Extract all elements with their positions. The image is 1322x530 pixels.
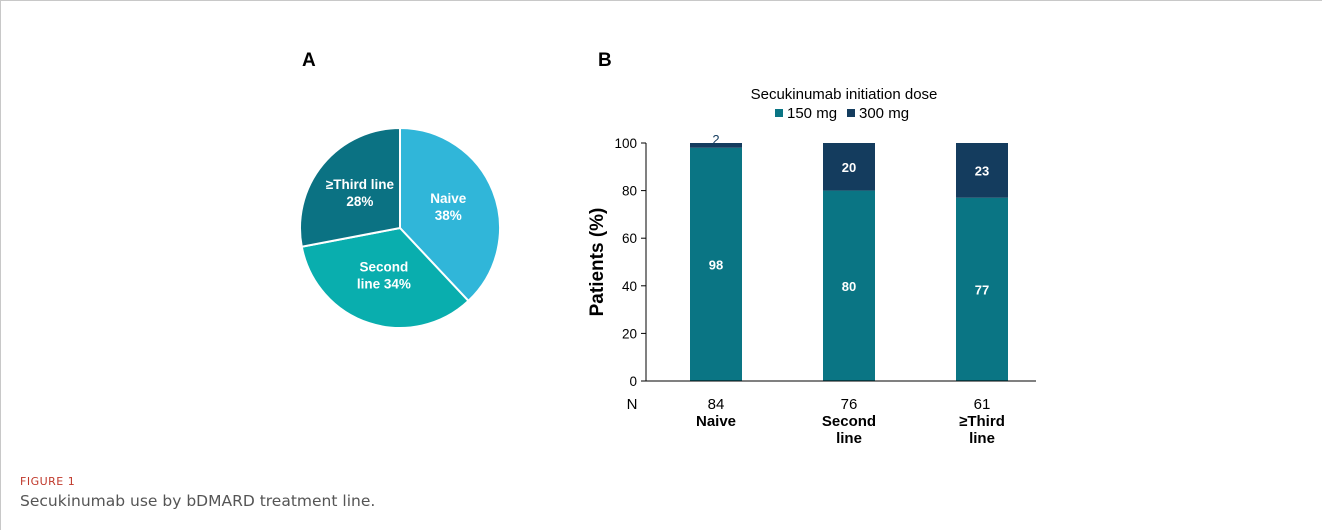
figure-canvas: A Naive 38% Second line 34% ≥Third line 28% B… (299, 50, 1036, 447)
pie-slice (399, 126, 501, 303)
chart-legend: 150 mg 300 mg (775, 105, 909, 122)
figure-frame-left (0, 0, 1, 530)
legend-swatch (775, 109, 783, 117)
bar-data-label: 80 (842, 279, 856, 294)
pie-chart: Naive 38% Second line 34% ≥Third line 28% (299, 126, 501, 329)
bar-segment (956, 197, 1008, 381)
x-category-label: ≥Third line (959, 413, 1005, 447)
y-tick-label: 80 (622, 184, 637, 199)
x-n-label: 84 (708, 396, 725, 413)
y-tick-label: 40 (622, 279, 637, 294)
panel-a-letter: A (302, 50, 316, 71)
bar-data-label: 20 (842, 160, 856, 175)
figure-caption: Secukinumab use by bDMARD treatment line… (20, 492, 376, 510)
figure-frame-top (0, 0, 1322, 1)
bar-segment (690, 143, 742, 148)
n-axis-label: N (627, 396, 638, 413)
legend-label: 300 mg (859, 105, 909, 122)
bar-segment (823, 143, 875, 191)
pie-slice-label: Second line 34% (357, 260, 411, 292)
bar-data-label: 23 (975, 163, 989, 178)
y-tick-label: 60 (622, 231, 637, 246)
x-category-label: Second line (822, 413, 876, 447)
x-n-label: 76 (841, 396, 858, 413)
bar-data-label: 77 (975, 282, 989, 297)
x-category-label: Naive (696, 413, 736, 430)
bar-segment (690, 147, 742, 381)
figure-label: FIGURE 1 (20, 475, 76, 488)
bar-data-label: 2 (712, 132, 719, 147)
bar-segment (823, 190, 875, 381)
stacked-bars: 98 2 80 20 77 23 (690, 132, 1008, 381)
pie-slice-label: Naive 38% (430, 191, 467, 223)
y-axis: 0 20 40 60 80 100 (614, 136, 647, 389)
pie-slice-label: ≥Third line 28% (326, 177, 395, 209)
pie-slice (299, 126, 401, 248)
pie-slice (300, 226, 470, 329)
legend-label: 150 mg (787, 105, 837, 122)
legend-swatch (847, 109, 855, 117)
y-tick-label: 100 (614, 136, 637, 151)
bar-segment (956, 143, 1008, 198)
legend-title: Secukinumab initiation dose (751, 86, 938, 103)
x-n-label: 61 (974, 396, 991, 413)
y-tick-label: 20 (622, 326, 637, 341)
y-axis-label: Patients (%) (587, 208, 608, 317)
bar-data-label: 98 (709, 257, 723, 272)
panel-b-letter: B (598, 50, 612, 71)
y-tick-label: 0 (629, 374, 637, 389)
